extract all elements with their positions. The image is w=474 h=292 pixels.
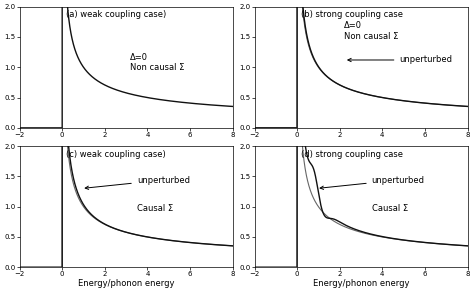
Text: Causal Σ: Causal Σ bbox=[137, 204, 173, 213]
Text: unperturbed: unperturbed bbox=[320, 175, 425, 190]
Text: (d) strong coupling case: (d) strong coupling case bbox=[301, 150, 403, 159]
Text: unperturbed: unperturbed bbox=[348, 55, 452, 65]
Text: Δ=0
Non causal Σ: Δ=0 Non causal Σ bbox=[130, 53, 185, 72]
Text: Δ=0
Non causal Σ: Δ=0 Non causal Σ bbox=[344, 21, 398, 41]
Text: (b) strong coupling case: (b) strong coupling case bbox=[301, 10, 403, 19]
Text: unperturbed: unperturbed bbox=[85, 175, 190, 190]
Text: (c) weak coupling case): (c) weak coupling case) bbox=[66, 150, 166, 159]
Text: Causal Σ: Causal Σ bbox=[372, 204, 408, 213]
X-axis label: Energy/phonon energy: Energy/phonon energy bbox=[313, 279, 409, 288]
Text: (a) weak coupling case): (a) weak coupling case) bbox=[66, 10, 167, 19]
X-axis label: Energy/phonon energy: Energy/phonon energy bbox=[78, 279, 174, 288]
